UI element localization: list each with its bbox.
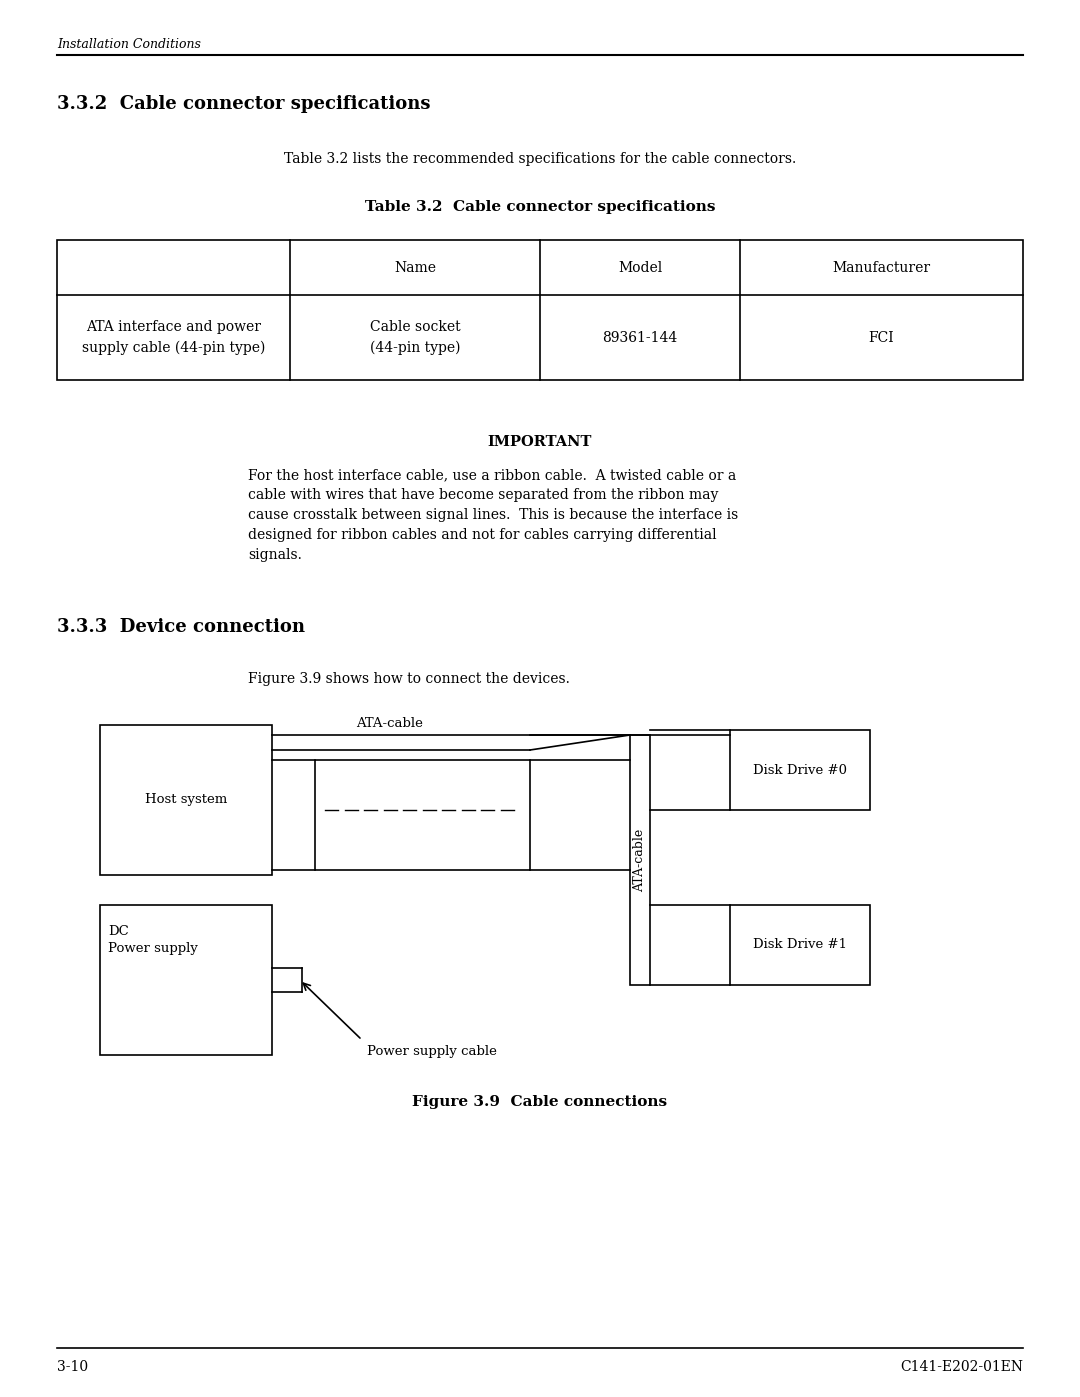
Text: C141-E202-01EN: C141-E202-01EN — [900, 1361, 1023, 1375]
Text: ATA-cable: ATA-cable — [356, 717, 423, 731]
Text: Table 3.2  Cable connector specifications: Table 3.2 Cable connector specifications — [365, 200, 715, 214]
Text: Manufacturer: Manufacturer — [833, 260, 931, 274]
Text: Power supply cable: Power supply cable — [367, 1045, 497, 1058]
Text: Figure 3.9  Cable connections: Figure 3.9 Cable connections — [413, 1095, 667, 1109]
Text: IMPORTANT: IMPORTANT — [488, 434, 592, 448]
Bar — [57, 240, 1023, 380]
Bar — [730, 731, 870, 810]
Text: 3.3.2  Cable connector specifications: 3.3.2 Cable connector specifications — [57, 95, 431, 113]
Bar — [100, 725, 272, 875]
Text: DC
Power supply: DC Power supply — [108, 925, 198, 956]
Text: ATA-cable: ATA-cable — [634, 828, 647, 891]
Text: 89361-144: 89361-144 — [603, 331, 677, 345]
Text: Name: Name — [394, 260, 436, 274]
Text: 3-10: 3-10 — [57, 1361, 89, 1375]
Text: Disk Drive #0: Disk Drive #0 — [753, 764, 847, 777]
Text: ATA interface and power
supply cable (44-pin type): ATA interface and power supply cable (44… — [82, 320, 266, 355]
Text: Table 3.2 lists the recommended specifications for the cable connectors.: Table 3.2 lists the recommended specific… — [284, 152, 796, 166]
Bar — [730, 905, 870, 985]
Text: FCI: FCI — [868, 331, 894, 345]
Bar — [315, 760, 530, 870]
Text: Model: Model — [618, 260, 662, 274]
Text: Cable socket
(44-pin type): Cable socket (44-pin type) — [369, 320, 460, 355]
Text: Host system: Host system — [145, 793, 227, 806]
Text: Figure 3.9 shows how to connect the devices.: Figure 3.9 shows how to connect the devi… — [248, 672, 570, 686]
Bar — [100, 905, 272, 1055]
Text: Installation Conditions: Installation Conditions — [57, 38, 201, 52]
Text: Disk Drive #1: Disk Drive #1 — [753, 939, 847, 951]
Text: 3.3.3  Device connection: 3.3.3 Device connection — [57, 617, 305, 636]
Text: For the host interface cable, use a ribbon cable.  A twisted cable or a
cable wi: For the host interface cable, use a ribb… — [248, 468, 739, 562]
Bar — [630, 735, 650, 985]
